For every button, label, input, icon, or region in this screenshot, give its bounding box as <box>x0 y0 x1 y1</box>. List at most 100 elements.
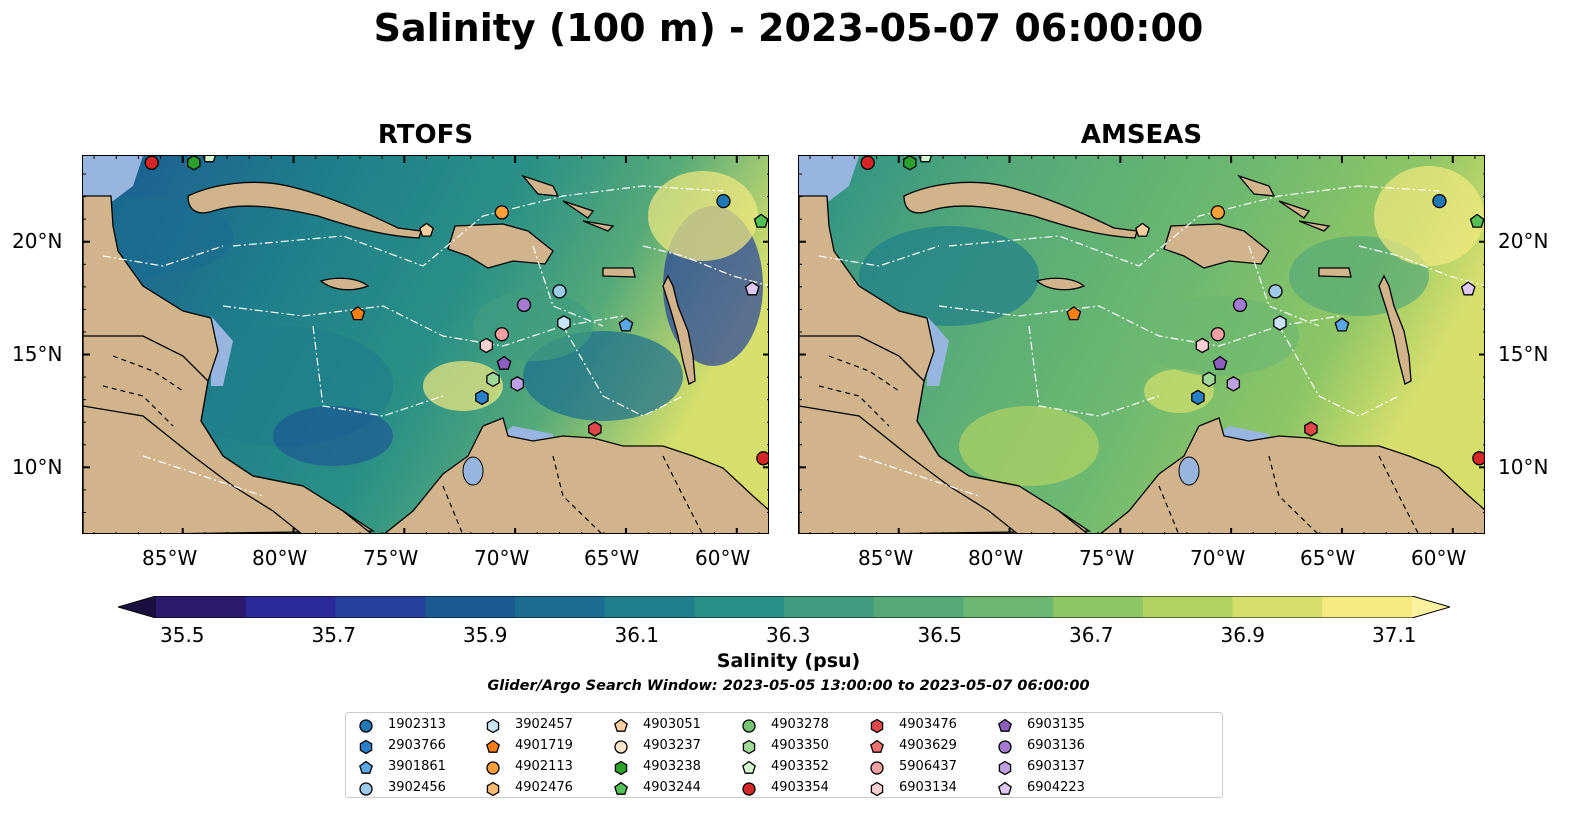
float-marker-4903354[interactable] <box>756 451 769 466</box>
float-marker-6903135[interactable] <box>1212 355 1228 370</box>
legend-marker-4903354[interactable] <box>742 782 756 796</box>
legend-marker-2903766[interactable] <box>359 739 373 755</box>
float-marker-6903137[interactable] <box>510 376 525 392</box>
legend-marker-4902476[interactable] <box>486 781 500 797</box>
float-marker-4903244[interactable] <box>753 213 768 228</box>
legend-marker-6903136[interactable] <box>998 740 1012 754</box>
colorbar-tick-label: 36.9 <box>1220 623 1266 647</box>
panel-title-rtofs: RTOFS <box>377 120 474 150</box>
legend-label: 4903238 <box>643 759 701 774</box>
float-marker-4901719[interactable] <box>1066 306 1082 321</box>
float-marker-1902313[interactable] <box>1432 193 1447 209</box>
colorbar-segment <box>963 596 1054 618</box>
float-marker-6903134[interactable] <box>479 337 494 354</box>
legend-marker-4903476[interactable] <box>870 718 884 734</box>
legend-marker-4901719[interactable] <box>486 739 500 753</box>
legend-marker-1902313[interactable] <box>359 719 373 733</box>
float-marker-4903354[interactable] <box>144 156 159 170</box>
rtofs-salinity-map[interactable] <box>82 155 769 534</box>
land-puertorico <box>1318 267 1352 278</box>
float-marker-3902456[interactable] <box>1268 284 1283 299</box>
float-marker-4901719[interactable] <box>350 306 366 321</box>
legend-label: 4901719 <box>515 738 573 753</box>
legend-marker-3902456[interactable] <box>359 782 373 796</box>
float-marker-4903238[interactable] <box>187 156 201 171</box>
colorbar-tick-label: 36.3 <box>766 623 811 647</box>
lat-tick-right-20: 20°N <box>1498 229 1549 253</box>
float-marker-4903238[interactable] <box>903 156 917 171</box>
legend-label: 4903051 <box>643 717 701 732</box>
legend-marker-6903135[interactable] <box>998 718 1012 732</box>
colorbar-tick-label: 37.1 <box>1372 623 1417 647</box>
float-marker-4902113[interactable] <box>1210 205 1225 220</box>
float-marker-1902313[interactable] <box>716 193 731 209</box>
colorbar-segment <box>1142 596 1234 618</box>
float-marker-4903476[interactable] <box>1304 421 1318 437</box>
float-marker-5906437[interactable] <box>494 327 509 342</box>
lon-tick-85-right: 85°W <box>858 546 914 570</box>
float-marker-4903051[interactable] <box>419 222 434 237</box>
float-marker-3902457[interactable] <box>1273 315 1287 331</box>
legend-marker-5906437[interactable] <box>870 761 884 775</box>
float-marker-2903766[interactable] <box>1191 389 1205 406</box>
legend-marker-4903238[interactable] <box>614 760 628 776</box>
float-marker-4903352[interactable] <box>918 156 932 163</box>
legend-marker-4903350[interactable] <box>742 739 756 755</box>
float-marker-4903354[interactable] <box>1472 451 1485 466</box>
float-marker-2903766[interactable] <box>475 389 489 406</box>
float-marker-4903476[interactable] <box>588 421 602 437</box>
amseas-salinity-map[interactable] <box>798 155 1485 534</box>
legend-label: 3901861 <box>388 759 446 774</box>
float-marker-6903136[interactable] <box>516 297 532 313</box>
float-marker-3901861[interactable] <box>618 317 634 332</box>
colorbar-tick-label: 35.9 <box>463 623 508 647</box>
float-marker-4903350[interactable] <box>1202 371 1216 388</box>
legend-marker-4903629[interactable] <box>870 739 884 753</box>
land-south <box>384 417 768 533</box>
legend-marker-6903137[interactable] <box>998 760 1012 776</box>
legend-marker-4903352[interactable] <box>742 760 756 774</box>
float-marker-4902113[interactable] <box>494 205 509 220</box>
legend-label: 6903135 <box>1027 717 1085 732</box>
float-marker-4903354[interactable] <box>860 156 875 170</box>
float-marker-4903352[interactable] <box>202 156 216 163</box>
colorbar-segment <box>1322 596 1413 618</box>
float-marker-6903135[interactable] <box>496 355 512 370</box>
legend-marker-4903051[interactable] <box>614 718 628 732</box>
legend-marker-3901861[interactable] <box>359 760 373 774</box>
float-marker-5906437[interactable] <box>1210 327 1225 342</box>
land-bahamas <box>521 174 615 232</box>
lon-tick-75-right: 75°W <box>1079 546 1135 570</box>
legend-marker-6903134[interactable] <box>870 781 884 797</box>
lat-tick-left-15: 15°N <box>12 342 63 366</box>
lon-tick-60-right: 60°W <box>1411 546 1467 570</box>
legend-label: 5906437 <box>899 759 957 774</box>
legend-marker-3902457[interactable] <box>486 718 500 734</box>
float-marker-6903136[interactable] <box>1232 297 1248 313</box>
float-marker-4903350[interactable] <box>486 371 500 388</box>
float-marker-3902456[interactable] <box>552 284 567 299</box>
colorbar-segment <box>514 596 606 618</box>
land-cuba <box>903 181 1138 239</box>
legend-label: 1902313 <box>388 717 446 732</box>
legend-label: 4903352 <box>771 759 829 774</box>
legend-marker-6904223[interactable] <box>998 781 1012 795</box>
salinity-eddy <box>1289 236 1429 316</box>
lon-tick-65-left: 65°W <box>584 546 640 570</box>
float-marker-3901861[interactable] <box>1334 317 1350 332</box>
float-marker-4903051[interactable] <box>1135 222 1150 237</box>
float-marker-6903134[interactable] <box>1195 337 1210 354</box>
legend-marker-4903278[interactable] <box>742 719 756 733</box>
legend-marker-4902113[interactable] <box>486 761 500 775</box>
float-marker-6903137[interactable] <box>1226 376 1241 392</box>
float-marker-6904223[interactable] <box>1460 281 1476 296</box>
float-marker-4903244[interactable] <box>1469 213 1484 228</box>
legend-label: 3902456 <box>388 780 446 795</box>
legend-marker-4903244[interactable] <box>614 781 628 795</box>
float-marker-6904223[interactable] <box>744 281 760 296</box>
float-legend: 1902313 2903766 3901861 3902456 3902457 49017… <box>345 712 1223 798</box>
legend-marker-4903237[interactable] <box>614 740 628 754</box>
float-marker-3902457[interactable] <box>557 315 571 331</box>
eez-boundaries <box>102 185 768 497</box>
colorbar-tick-label: 36.7 <box>1069 623 1114 647</box>
